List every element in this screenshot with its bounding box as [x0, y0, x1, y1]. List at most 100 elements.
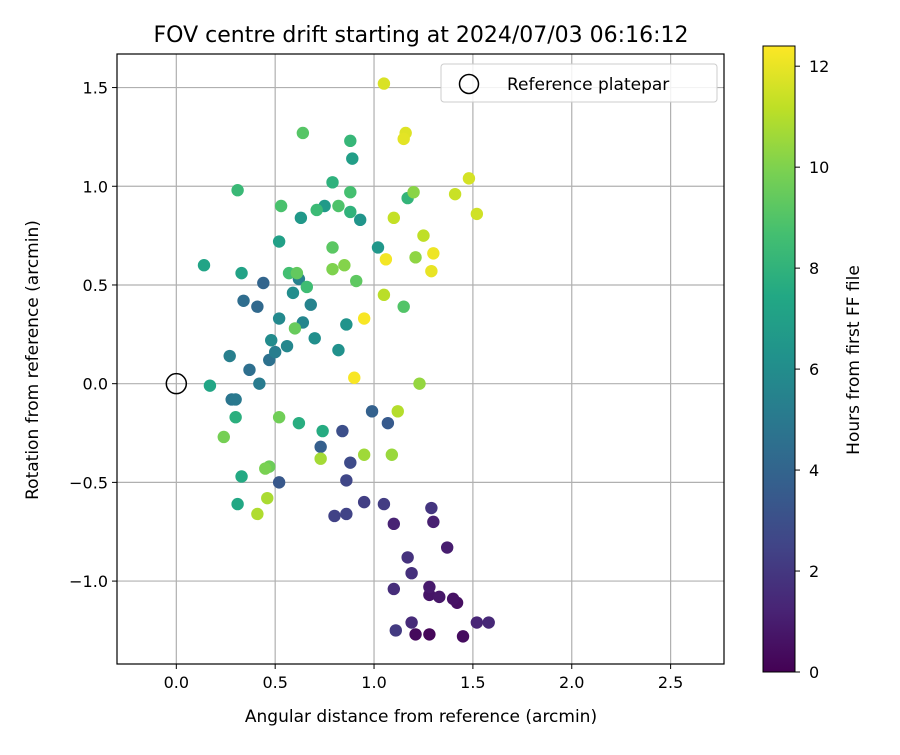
- colorbar-label: Hours from first FF file: [844, 265, 864, 455]
- data-point: [470, 207, 484, 221]
- data-point: [310, 203, 323, 217]
- data-point: [340, 318, 353, 331]
- data-point: [401, 551, 414, 564]
- data-point: [377, 77, 391, 90]
- x-tick-label: 2.5: [658, 673, 683, 692]
- data-point: [326, 262, 339, 276]
- data-point: [261, 491, 274, 505]
- data-point: [274, 199, 288, 213]
- data-point: [314, 452, 327, 465]
- data-point: [350, 274, 363, 288]
- data-point: [340, 474, 353, 487]
- x-tick-label: 2.0: [559, 673, 584, 692]
- data-point: [409, 251, 422, 264]
- colorbar-gradient: [762, 45, 796, 673]
- colorbar-tick-label: 4: [809, 461, 819, 480]
- data-point: [290, 266, 304, 280]
- data-point: [231, 497, 244, 511]
- y-tick-label: 1.0: [83, 177, 108, 196]
- x-tick-label: 1.5: [460, 673, 485, 692]
- data-point: [304, 298, 317, 311]
- data-point: [251, 300, 264, 313]
- x-tick-label: 1.0: [361, 673, 386, 692]
- data-point: [344, 134, 357, 148]
- data-point: [308, 332, 321, 345]
- data-point: [280, 339, 294, 353]
- y-tick-label: 0.0: [83, 375, 108, 394]
- data-point: [288, 322, 302, 335]
- data-point: [381, 416, 395, 430]
- data-point: [433, 590, 446, 604]
- data-point: [462, 172, 476, 185]
- data-point: [336, 424, 349, 438]
- reference-platepar-marker: [165, 372, 188, 395]
- data-point: [235, 266, 248, 280]
- data-point: [387, 211, 401, 225]
- data-point: [259, 462, 272, 475]
- data-point: [346, 152, 359, 165]
- legend: Reference platepar: [440, 63, 718, 103]
- chart-title: FOV centre drift starting at 2024/07/03 …: [154, 23, 689, 48]
- colorbar-tick-label: 6: [809, 360, 819, 379]
- y-tick-label: 0.5: [83, 276, 108, 295]
- data-point: [237, 294, 250, 307]
- data-point: [440, 541, 454, 554]
- data-point: [253, 377, 266, 390]
- data-point: [379, 253, 393, 266]
- data-point: [427, 247, 440, 260]
- data-point: [397, 132, 410, 146]
- colorbar-tick-label: 10: [809, 158, 829, 177]
- colorbar-tick-label: 0: [809, 663, 819, 682]
- data-point: [427, 515, 440, 529]
- colorbar-tick-label: 12: [809, 57, 829, 76]
- data-point: [391, 405, 404, 418]
- data-point: [300, 280, 314, 294]
- data-point: [332, 199, 345, 213]
- y-axis-label: Rotation from reference (arcmin): [23, 220, 43, 500]
- data-point: [314, 440, 327, 454]
- data-point: [423, 628, 436, 641]
- data-point: [292, 416, 306, 430]
- data-point: [272, 411, 286, 424]
- data-point: [344, 456, 357, 469]
- data-point: [397, 300, 410, 313]
- data-point: [272, 235, 286, 248]
- legend-box: [440, 63, 718, 103]
- data-point: [407, 185, 420, 199]
- data-point: [377, 288, 391, 302]
- colorbar: 0 2 4 6 8 10 12 Hours from first FF file: [762, 45, 864, 682]
- data-point: [371, 241, 385, 254]
- data-point: [229, 393, 242, 406]
- data-point: [423, 580, 436, 594]
- colorbar-tick-label: 8: [809, 259, 819, 278]
- data-point: [446, 592, 460, 606]
- data-point: [296, 126, 310, 140]
- data-point: [470, 616, 484, 629]
- colorbar-ticks: 0 2 4 6 8 10 12: [795, 57, 829, 682]
- data-point: [387, 517, 401, 531]
- y-tick-label: −0.5: [69, 473, 108, 492]
- x-axis-label: Angular distance from reference (arcmin): [245, 707, 597, 727]
- data-point: [340, 507, 353, 521]
- data-point: [365, 405, 379, 418]
- gridlines: [117, 54, 724, 664]
- data-point: [387, 582, 401, 596]
- y-tick-label: 1.5: [83, 79, 108, 98]
- data-point: [265, 334, 278, 347]
- data-point: [235, 470, 248, 483]
- data-point: [456, 630, 470, 643]
- y-tick-label: −1.0: [69, 572, 108, 591]
- data-point: [294, 211, 308, 225]
- data-point: [326, 176, 339, 189]
- legend-entry-reference: Reference platepar: [507, 75, 669, 95]
- x-axis-ticks: 0.0 0.5 1.0 1.5 2.0 2.5: [164, 664, 683, 692]
- x-tick-label: 0.0: [164, 673, 189, 692]
- data-point: [272, 312, 286, 325]
- data-point: [243, 363, 256, 377]
- data-point: [389, 624, 402, 637]
- data-point: [357, 495, 371, 509]
- data-point: [326, 241, 339, 254]
- data-point: [286, 286, 300, 300]
